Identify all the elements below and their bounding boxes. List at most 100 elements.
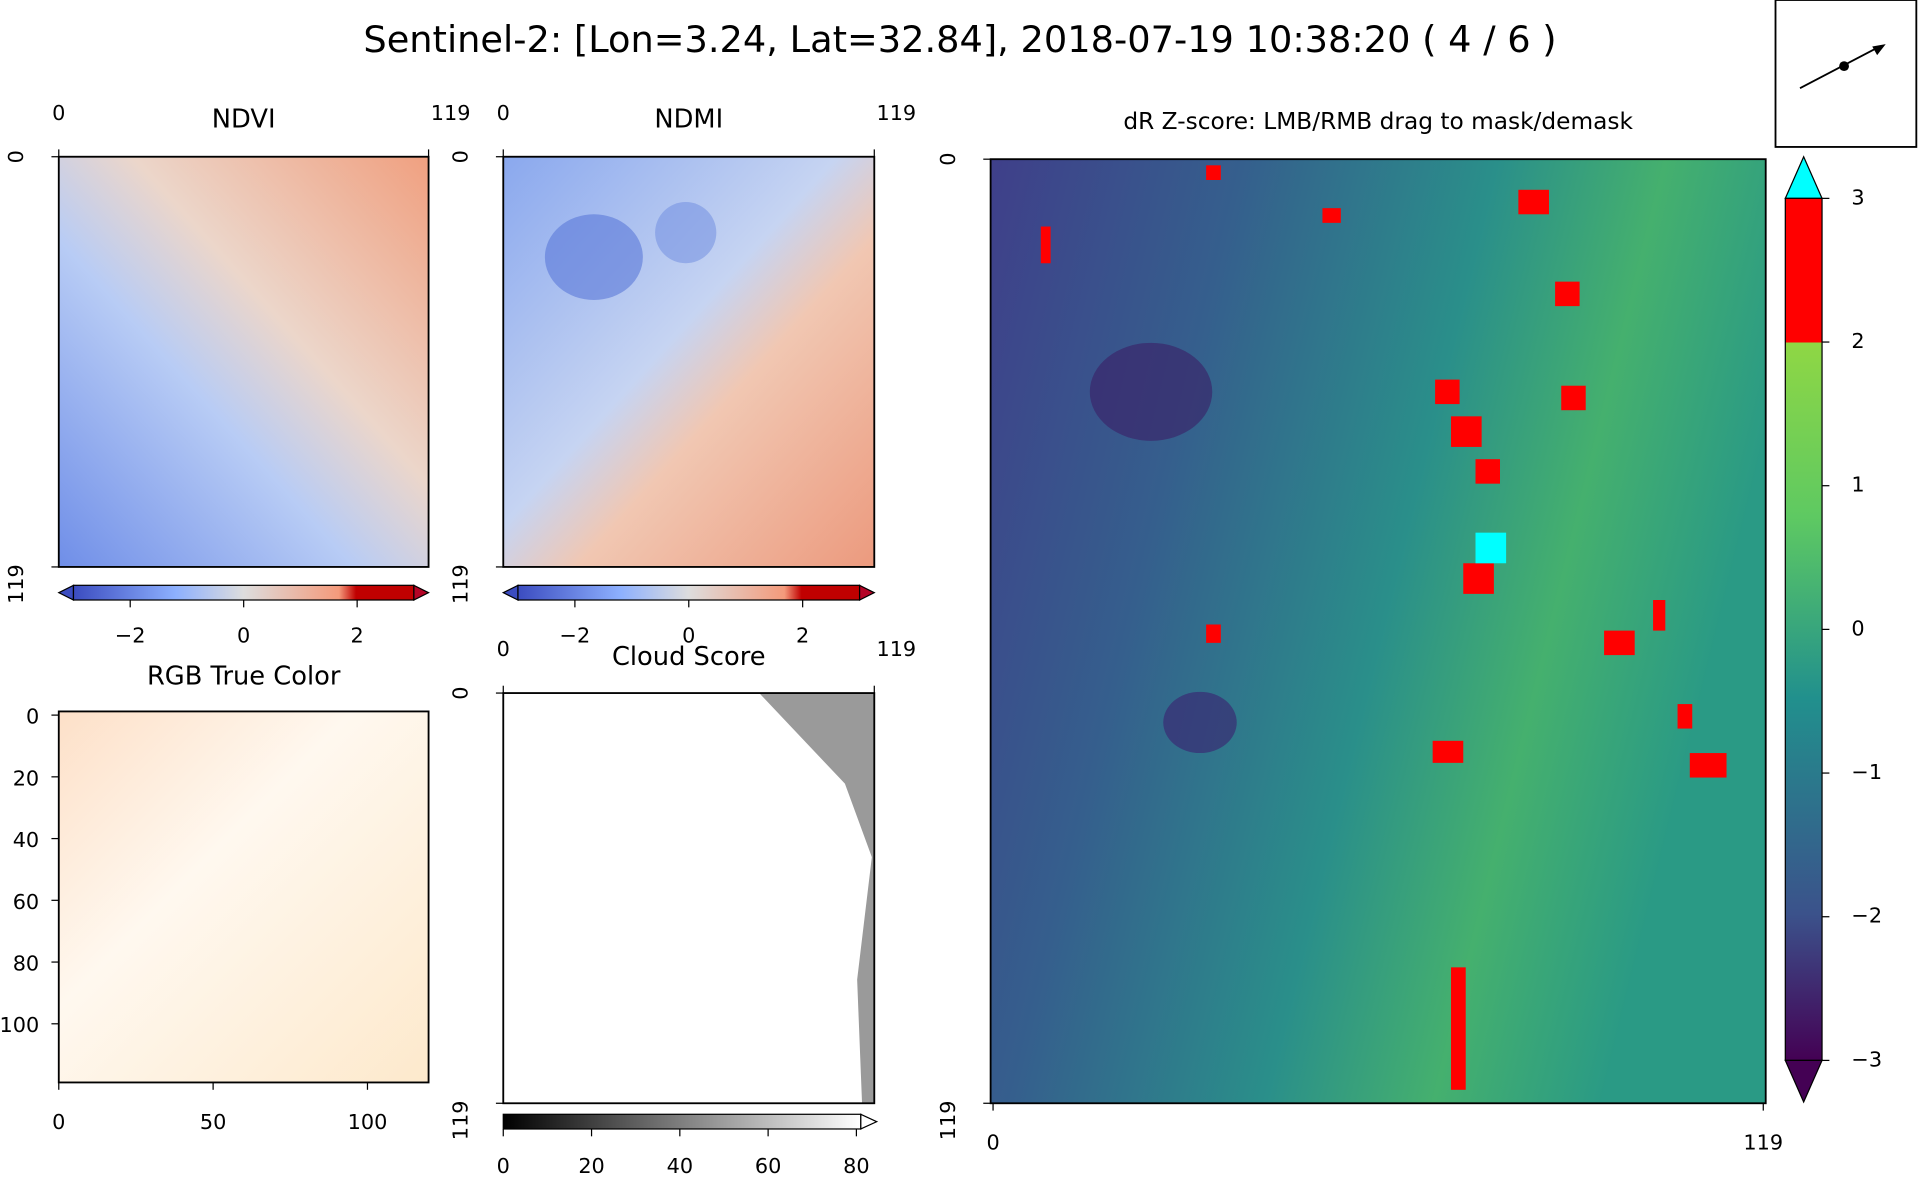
nav-widget[interactable] bbox=[1774, 0, 1918, 148]
colorbar-tick-label: 20 bbox=[578, 1154, 604, 1178]
mask-patch bbox=[1689, 753, 1727, 778]
panel-title: NDMI bbox=[654, 105, 723, 135]
colorbar-extend bbox=[858, 584, 876, 601]
colorbar-tick-label: 0 bbox=[237, 624, 250, 648]
panel-title: RGB True Color bbox=[147, 662, 341, 692]
figure-title: Sentinel-2: [Lon=3.24, Lat=32.84], 2018-… bbox=[363, 18, 1556, 61]
axes-frame bbox=[502, 692, 876, 1105]
colorbar-tick-label: −2 bbox=[115, 624, 146, 648]
ndmi-patch bbox=[544, 214, 643, 300]
colorbar-tick-label: 60 bbox=[755, 1154, 781, 1178]
y-tick-label: 20 bbox=[13, 766, 39, 790]
x-tick-label: 0 bbox=[52, 1110, 65, 1134]
colorbar-tick-label: 0 bbox=[497, 1154, 510, 1178]
y-tick-label: 0 bbox=[26, 705, 39, 729]
y-tick-label: 119 bbox=[936, 1101, 960, 1141]
colorbar-tick-label: 3 bbox=[1851, 185, 1864, 209]
y-tick-label: 80 bbox=[13, 952, 39, 976]
colorbar-extend bbox=[860, 1113, 879, 1130]
cloud-patch bbox=[759, 693, 875, 1104]
y-tick-label: 119 bbox=[449, 564, 473, 604]
x-tick-label: 0 bbox=[986, 1131, 999, 1155]
colorbar-extend bbox=[57, 584, 75, 601]
colorbar-tick-label: 1 bbox=[1851, 473, 1864, 497]
y-tick-label: 60 bbox=[13, 890, 39, 914]
mask-patch bbox=[1555, 281, 1580, 307]
axes-frame bbox=[57, 710, 430, 1084]
axes-frame bbox=[57, 155, 430, 568]
colorbars bbox=[57, 155, 1823, 1130]
mask-patch bbox=[1604, 630, 1635, 656]
colorbar-tick-label: −2 bbox=[1851, 904, 1882, 928]
zscore-image bbox=[990, 159, 1766, 1104]
x-tick-label: 0 bbox=[52, 101, 65, 125]
colorbar-extend bbox=[413, 584, 430, 601]
axes-frame bbox=[502, 155, 876, 568]
ndmi-patch bbox=[655, 202, 717, 264]
widget-box[interactable] bbox=[1774, 0, 1918, 148]
panel-title: dR Z-score: LMB/RMB drag to mask/demask bbox=[1123, 108, 1633, 135]
ndvi-image bbox=[58, 156, 429, 567]
colorbar-tick-label: 2 bbox=[796, 624, 809, 648]
x-tick-label: 0 bbox=[497, 637, 510, 661]
x-tick-label: 119 bbox=[876, 101, 916, 125]
mask-patch bbox=[1206, 624, 1221, 643]
colorbar-tick-label: −2 bbox=[560, 624, 591, 648]
y-tick-label: 0 bbox=[449, 686, 473, 699]
y-tick-label: 100 bbox=[0, 1013, 39, 1037]
x-tick-label: 119 bbox=[1743, 1131, 1783, 1155]
images bbox=[58, 156, 1766, 1104]
x-tick-label: 100 bbox=[348, 1110, 388, 1134]
x-tick-label: 0 bbox=[497, 101, 510, 125]
mask-patch bbox=[1451, 416, 1482, 447]
colorbar-tick-label: −3 bbox=[1851, 1047, 1882, 1071]
colorbar bbox=[502, 1113, 862, 1130]
colorbar-extend bbox=[501, 584, 519, 601]
widget-arrow-head bbox=[1872, 44, 1886, 56]
zscore-patch bbox=[1163, 691, 1237, 754]
x-tick-label: 50 bbox=[200, 1110, 226, 1134]
y-tick-label: 0 bbox=[4, 150, 28, 163]
colorbar-tick-label: 2 bbox=[1851, 329, 1864, 353]
colorbar-extend bbox=[1784, 1059, 1823, 1104]
colorbar bbox=[72, 584, 415, 601]
y-tick-label: 40 bbox=[13, 828, 39, 852]
mask-patch bbox=[1435, 379, 1460, 405]
mask-patch bbox=[1463, 563, 1494, 594]
mask-patch bbox=[1432, 740, 1464, 763]
y-tick-label: 119 bbox=[449, 1101, 473, 1141]
widget-dot bbox=[1839, 61, 1849, 72]
colorbar-tick-label: 2 bbox=[351, 624, 364, 648]
colorbar-tick-label: 0 bbox=[1851, 616, 1864, 640]
panel-title: NDVI bbox=[212, 105, 276, 135]
y-tick-label: 0 bbox=[936, 153, 960, 166]
colorbar-tick-label: 0 bbox=[682, 624, 695, 648]
panel-title: Cloud Score bbox=[612, 642, 766, 672]
mask-patch bbox=[1653, 600, 1666, 631]
colorbar-tick-label: 40 bbox=[667, 1154, 693, 1178]
x-tick-label: 119 bbox=[876, 637, 916, 661]
mask-patch bbox=[1451, 967, 1466, 1090]
cloud-image bbox=[503, 693, 875, 1104]
axes-frame bbox=[989, 158, 1767, 1105]
mask-patch bbox=[1475, 532, 1507, 564]
y-tick-label: 119 bbox=[4, 564, 28, 604]
colorbar bbox=[1784, 197, 1823, 1062]
y-tick-label: 0 bbox=[449, 150, 473, 163]
mask-patch bbox=[1206, 165, 1221, 180]
mask-patch bbox=[1322, 208, 1341, 223]
colorbar-tick-label: −1 bbox=[1851, 760, 1882, 784]
mask-patch bbox=[1040, 226, 1051, 264]
mask-patch bbox=[1561, 385, 1586, 411]
zscore-patch bbox=[1089, 342, 1213, 441]
mask-patch bbox=[1677, 704, 1693, 729]
x-tick-label: 119 bbox=[431, 101, 471, 125]
rgb-image bbox=[58, 711, 429, 1083]
mask-patch bbox=[1475, 459, 1500, 484]
colorbar bbox=[517, 584, 861, 601]
mask-patch bbox=[1518, 189, 1549, 215]
colorbar-extend bbox=[1784, 155, 1823, 199]
colorbar-tick-label: 80 bbox=[843, 1154, 869, 1178]
